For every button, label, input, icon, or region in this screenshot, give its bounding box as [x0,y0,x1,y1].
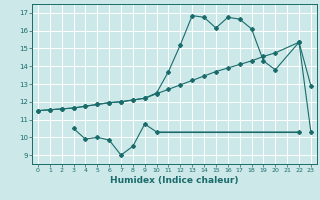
X-axis label: Humidex (Indice chaleur): Humidex (Indice chaleur) [110,176,239,185]
